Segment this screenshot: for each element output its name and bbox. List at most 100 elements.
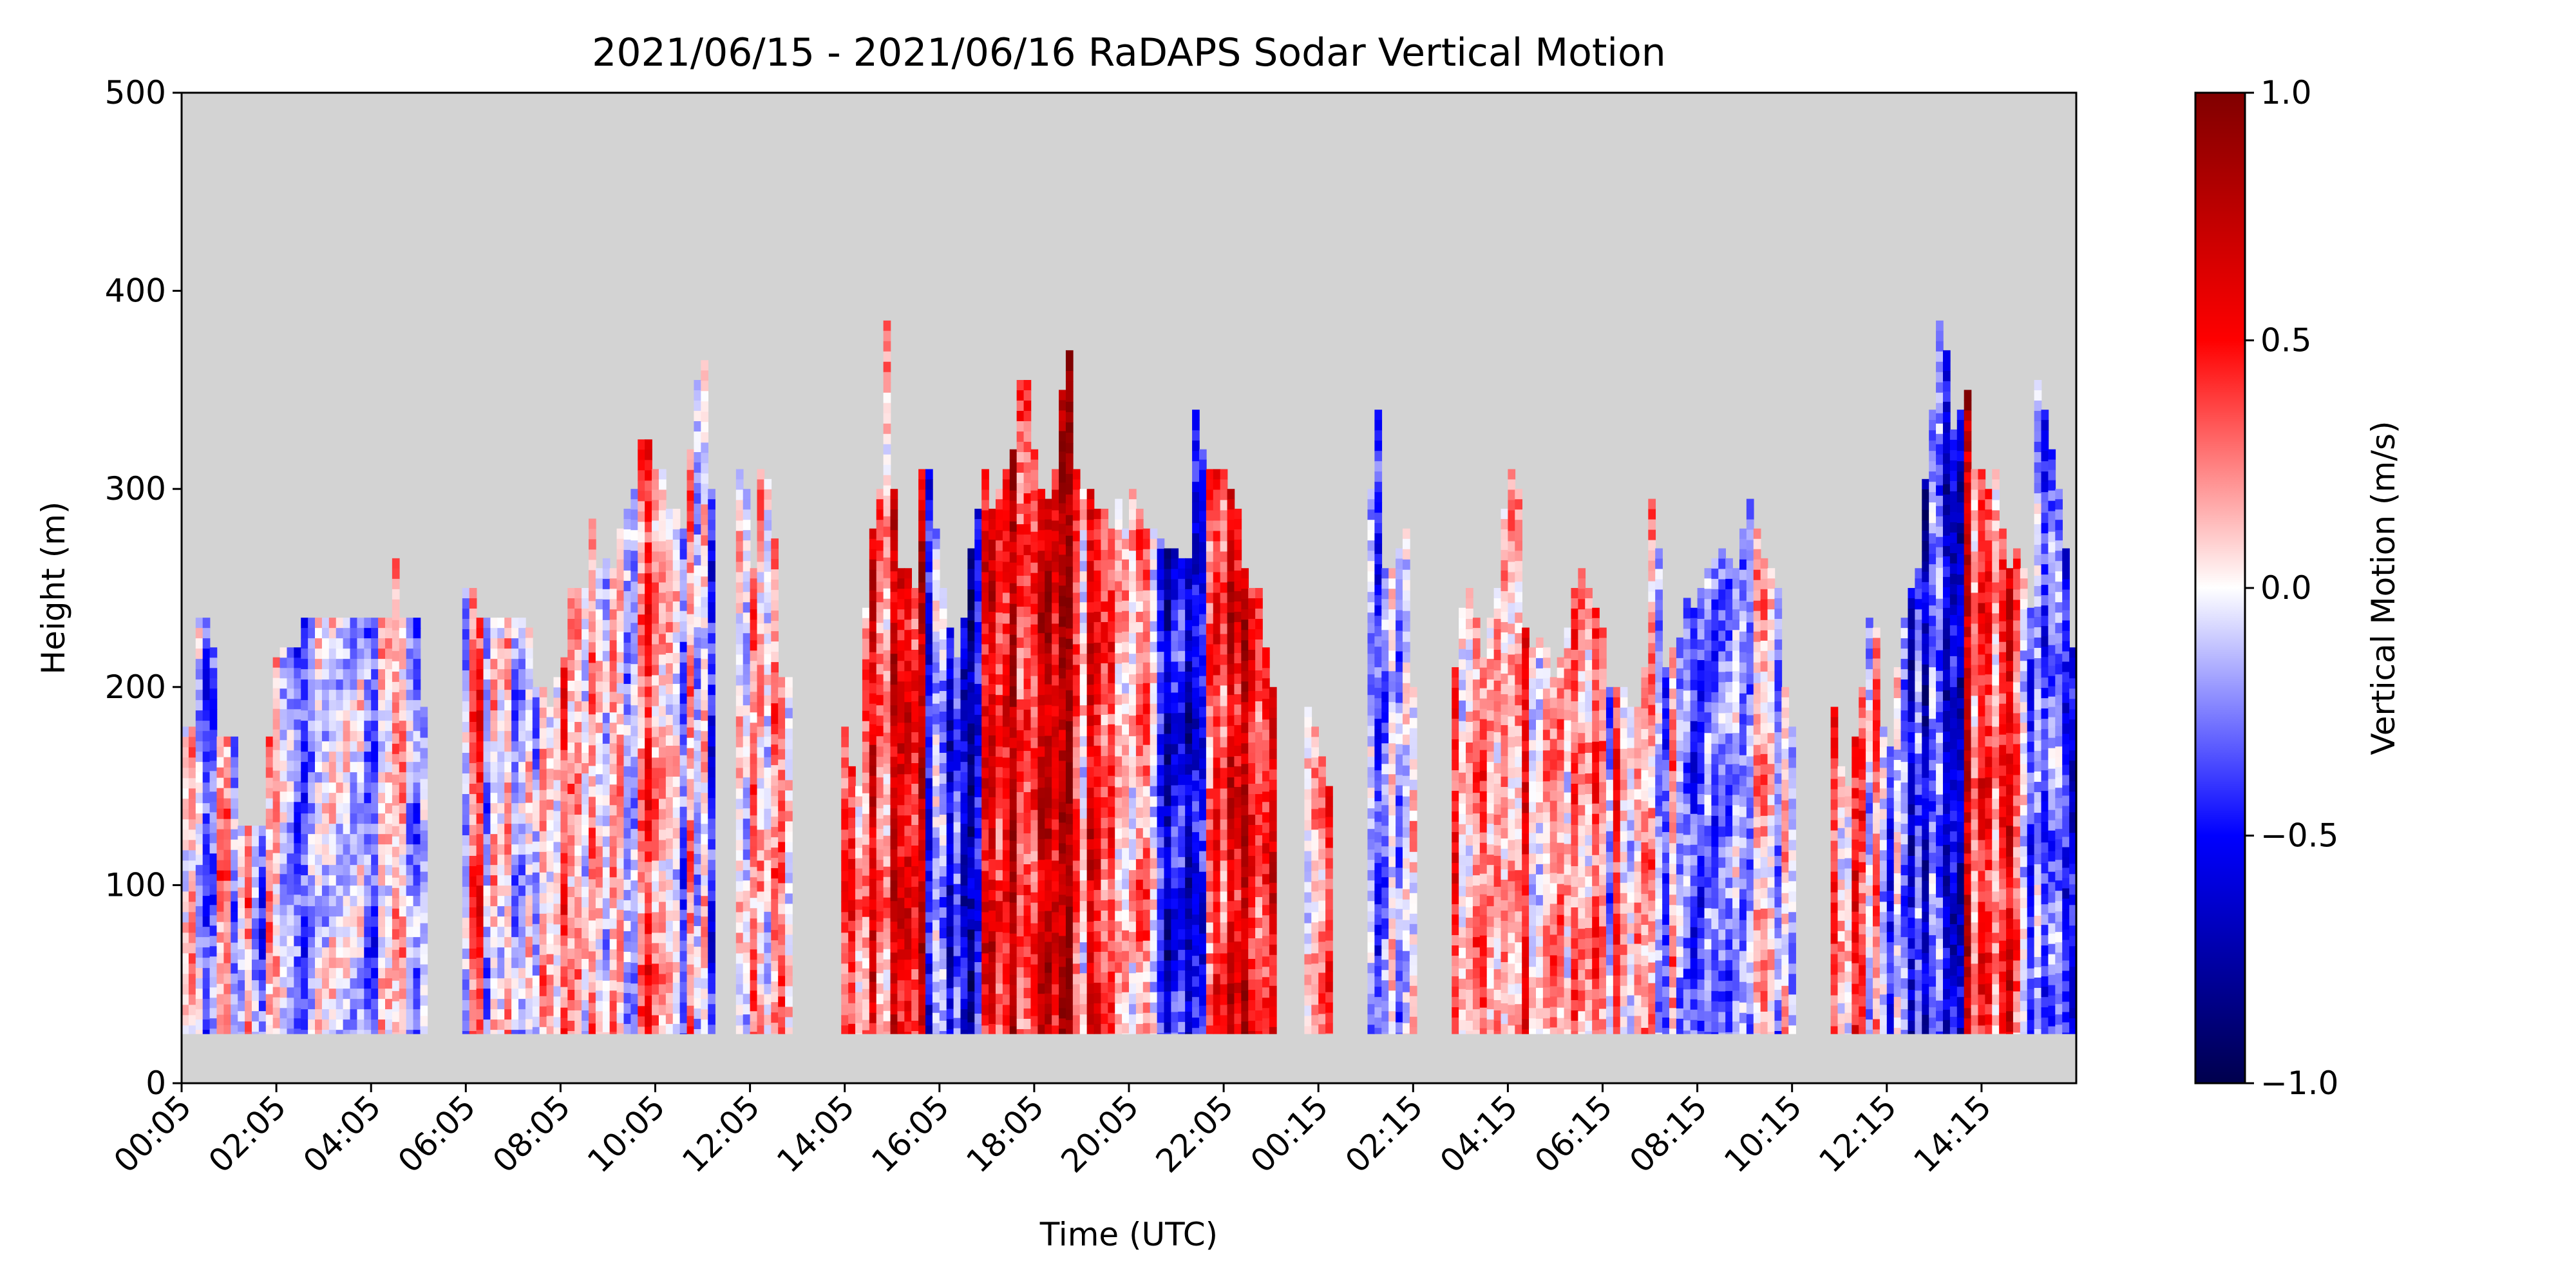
heatmap-cell xyxy=(251,970,260,981)
heatmap-cell xyxy=(364,1030,372,1034)
heatmap-cell xyxy=(231,901,238,913)
heatmap-cell xyxy=(399,618,407,629)
heatmap-cell xyxy=(574,825,582,836)
heatmap-cell xyxy=(708,1004,715,1015)
heatmap-cell xyxy=(757,572,765,583)
heatmap-cell xyxy=(469,835,477,846)
heatmap-cell xyxy=(939,804,947,815)
heatmap-cell xyxy=(539,851,547,863)
heatmap-cell xyxy=(518,731,526,742)
heatmap-cell xyxy=(679,889,688,900)
heatmap-cell xyxy=(645,790,652,800)
heatmap-cell xyxy=(925,592,933,604)
heatmap-cell xyxy=(574,866,582,877)
heatmap-cell xyxy=(371,978,379,989)
heatmap-cell xyxy=(490,927,498,938)
heatmap-cell xyxy=(743,561,751,572)
heatmap-cell xyxy=(953,760,961,772)
heatmap-cell xyxy=(602,836,611,848)
heatmap-cell xyxy=(1045,550,1052,562)
heatmap-cell xyxy=(735,788,744,800)
heatmap-cell xyxy=(399,855,407,866)
heatmap-cell xyxy=(960,731,969,742)
heatmap-cell xyxy=(294,688,302,699)
heatmap-cell xyxy=(182,922,189,933)
heatmap-cell xyxy=(1023,462,1032,473)
heatmap-cell xyxy=(343,721,351,732)
heatmap-cell xyxy=(392,599,400,611)
heatmap-cell xyxy=(1045,880,1052,891)
heatmap-cell xyxy=(743,530,751,541)
heatmap-cell xyxy=(308,978,316,989)
heatmap-cell xyxy=(967,600,976,611)
heatmap-cell xyxy=(890,746,898,757)
heatmap-cell xyxy=(1023,648,1032,659)
heatmap-cell xyxy=(897,929,905,940)
heatmap-cell xyxy=(364,793,372,804)
heatmap-cell xyxy=(630,705,639,716)
heatmap-cell xyxy=(771,744,779,755)
heatmap-cell xyxy=(679,652,688,663)
heatmap-cell xyxy=(862,752,870,763)
heatmap-cell xyxy=(1016,844,1025,855)
heatmap-cell xyxy=(476,968,484,979)
heatmap-cell xyxy=(652,675,659,687)
heatmap-cell xyxy=(546,717,554,728)
heatmap-cell xyxy=(862,1009,870,1021)
heatmap-cell xyxy=(869,1023,877,1034)
heatmap-cell xyxy=(1072,500,1081,511)
heatmap-cell xyxy=(645,480,652,491)
heatmap-cell xyxy=(384,855,393,866)
heatmap-cell xyxy=(1009,871,1018,883)
heatmap-cell xyxy=(532,717,540,729)
heatmap-cell xyxy=(1009,469,1018,481)
heatmap-cell xyxy=(1016,462,1025,473)
heatmap-cell xyxy=(525,988,533,999)
heatmap-cell xyxy=(876,973,884,984)
heatmap-cell xyxy=(848,992,856,1004)
heatmap-cell xyxy=(1002,799,1010,810)
heatmap-cell xyxy=(1072,613,1081,625)
heatmap-cell xyxy=(202,989,211,999)
heatmap-cell xyxy=(1045,1014,1052,1025)
heatmap-cell xyxy=(483,690,491,701)
heatmap-cell xyxy=(574,1031,582,1034)
heatmap-cell xyxy=(574,846,582,857)
heatmap-cell xyxy=(735,850,744,862)
heatmap-cell xyxy=(616,827,625,838)
heatmap-cell xyxy=(490,978,498,989)
heatmap-cell xyxy=(245,836,252,847)
heatmap-cell xyxy=(911,876,919,887)
heatmap-cell xyxy=(497,906,506,917)
heatmap-cell xyxy=(294,967,302,978)
heatmap-cell xyxy=(328,669,337,680)
heatmap-cell xyxy=(602,795,611,806)
heatmap-cell xyxy=(251,877,260,888)
heatmap-cell xyxy=(574,1000,582,1011)
heatmap-cell xyxy=(609,805,618,816)
heatmap-cell xyxy=(1016,802,1025,813)
heatmap-cell xyxy=(287,884,295,895)
heatmap-cell xyxy=(546,830,554,842)
heatmap-cell xyxy=(582,670,589,681)
heatmap-cell xyxy=(764,551,772,562)
heatmap-cell xyxy=(364,947,372,958)
heatmap-cell xyxy=(216,983,225,995)
heatmap-cell xyxy=(939,815,947,826)
heatmap-cell xyxy=(258,970,267,981)
heatmap-cell xyxy=(645,923,652,934)
heatmap-cell xyxy=(406,762,414,773)
heatmap-cell xyxy=(708,819,715,829)
heatmap-cell xyxy=(609,867,618,878)
heatmap-cell xyxy=(469,650,477,661)
heatmap-cell xyxy=(364,772,372,783)
heatmap-cell xyxy=(876,633,884,644)
heatmap-cell xyxy=(321,958,330,969)
heatmap-cell xyxy=(750,960,758,971)
heatmap-cell xyxy=(279,833,288,844)
heatmap-cell xyxy=(265,963,274,974)
heatmap-cell xyxy=(1037,983,1046,994)
heatmap-cell xyxy=(743,520,751,531)
heatmap-cell xyxy=(989,797,996,808)
heatmap-cell xyxy=(567,619,575,630)
